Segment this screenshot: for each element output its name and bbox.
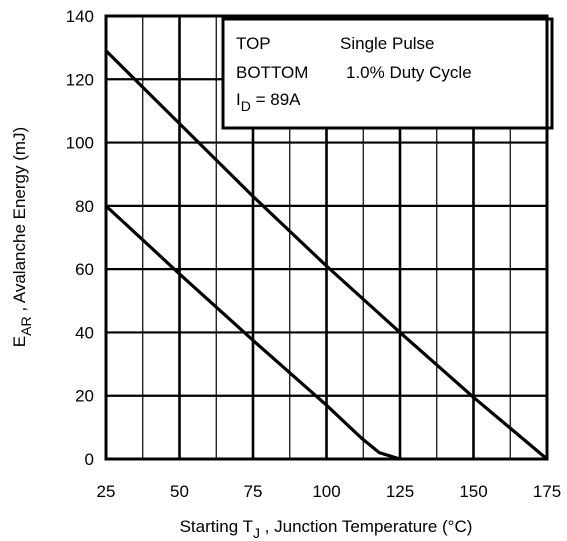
- x-axis-title-sub: J: [253, 525, 260, 541]
- y-tick-label: 120: [66, 70, 94, 89]
- legend-box: [221, 17, 554, 130]
- y-tick-label: 100: [66, 134, 94, 153]
- y-tick-label: 140: [66, 7, 94, 26]
- plot-frame: [104, 14, 549, 461]
- y-axis-title-sub: AR: [18, 316, 34, 335]
- x-tick-label: 100: [312, 482, 340, 501]
- x-tick-labels: 25 50 75 100 125 150 175: [97, 482, 562, 501]
- legend: TOP Single Pulse BOTTOM 1.0% Duty Cycle …: [221, 17, 554, 130]
- legend-bottom-label: BOTTOM: [236, 63, 308, 82]
- x-tick-label: 150: [459, 482, 487, 501]
- legend-current-sub: D: [241, 98, 251, 114]
- x-tick-label: 50: [170, 482, 189, 501]
- legend-current-rest: = 89A: [251, 90, 301, 109]
- y-axis-title-main: E: [10, 336, 29, 347]
- x-axis-title: Starting TJ , Junction Temperature (°C): [180, 517, 473, 541]
- y-tick-label: 0: [85, 450, 94, 469]
- x-axis-title-rest: , Junction Temperature (°C): [260, 517, 472, 536]
- y-axis-title: EAR , Avalanche Energy (mJ): [10, 127, 34, 347]
- x-axis-title-main: Starting T: [180, 517, 253, 536]
- x-tick-label: 175: [533, 482, 561, 501]
- y-tick-label: 80: [75, 197, 94, 216]
- x-tick-label: 75: [244, 482, 263, 501]
- legend-bottom-value: 1.0% Duty Cycle: [346, 63, 472, 82]
- x-tick-label: 25: [97, 482, 116, 501]
- y-tick-label: 20: [75, 387, 94, 406]
- x-tick-label: 125: [386, 482, 414, 501]
- y-axis-title-rest: , Avalanche Energy (mJ): [10, 127, 29, 317]
- legend-top-value: Single Pulse: [340, 34, 435, 53]
- data-series: [104, 49, 549, 461]
- legend-current-main: I: [236, 90, 241, 109]
- legend-current: ID = 89A: [236, 90, 301, 114]
- series-line: [104, 49, 549, 461]
- y-tick-label: 60: [75, 260, 94, 279]
- series-line: [104, 204, 401, 461]
- legend-top-label: TOP: [236, 34, 271, 53]
- y-tick-labels: 0 20 40 60 80 100 120 140: [66, 7, 94, 469]
- y-tick-label: 40: [75, 323, 94, 342]
